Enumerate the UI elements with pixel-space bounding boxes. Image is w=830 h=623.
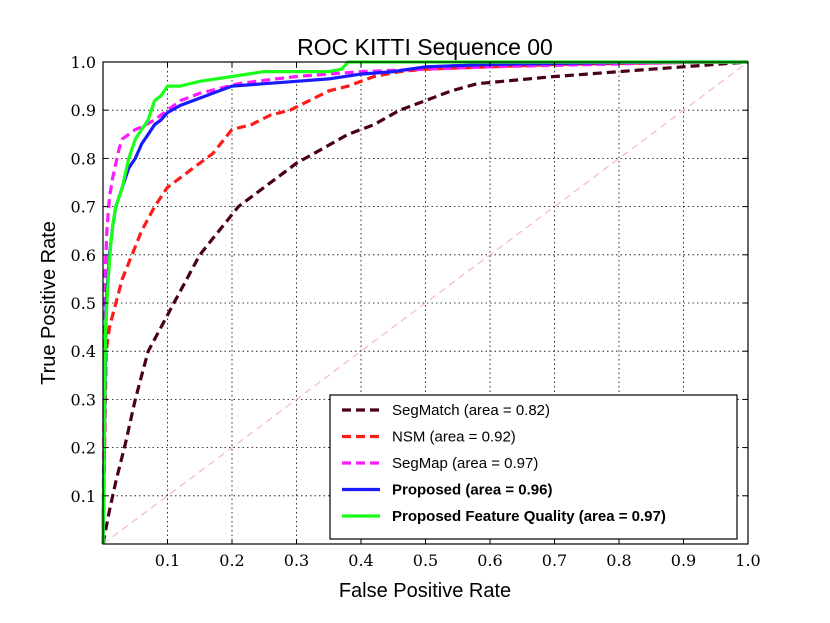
x-tick-label: 0.2 [219, 551, 244, 570]
y-tick-label: 0.8 [71, 149, 96, 168]
x-tick-label: 0.1 [155, 551, 180, 570]
y-tick-label: 0.6 [71, 246, 96, 265]
x-axis-label: False Positive Rate [339, 580, 511, 602]
legend-box [329, 394, 738, 540]
x-tick-label: 0.7 [542, 551, 567, 570]
y-tick-label: 0.4 [71, 342, 96, 361]
y-tick-label: 1.0 [71, 53, 96, 72]
x-tick-label: 0.9 [671, 551, 696, 570]
x-tick-label: 0.3 [284, 551, 309, 570]
y-axis-label: True Positive Rate [38, 221, 60, 385]
axis-ticks: 0.1 0.1 0.2 0.2 0.3 0.3 0.4 0.4 0.5 0.5 0.6 0.6 0.7 0… [71, 53, 761, 570]
y-tick-label: 0.5 [71, 294, 96, 313]
series-line-1 [101, 60, 749, 545]
reference-diagonal-line [102, 61, 749, 545]
legend-label: SegMap (area = 0.97) [392, 455, 538, 472]
legend-label: Proposed (area = 0.96) [392, 482, 553, 499]
series-line-0 [101, 60, 749, 545]
series-lines [101, 60, 749, 545]
y-tick-label: 0.1 [71, 487, 96, 506]
y-tick-label: 0.7 [71, 198, 96, 217]
y-tick-label: 0.3 [71, 390, 96, 409]
x-tick-label: 0.4 [348, 551, 373, 570]
y-tick-label: 0.2 [71, 439, 96, 458]
y-tick-label: 0.9 [71, 101, 96, 120]
legend: SegMatch (area = 0.82) NSM (area = 0.92) S… [329, 394, 738, 540]
legend-label: SegMatch (area = 0.82) [392, 402, 550, 419]
legend-label: NSM (area = 0.92) [392, 429, 516, 446]
x-tick-label: 0.6 [477, 551, 502, 570]
x-tick-label: 0.8 [606, 551, 631, 570]
series-line-2 [101, 60, 749, 545]
x-tick-label: 1.0 [735, 551, 760, 570]
chart-title: ROC KITTI Sequence 00 [297, 34, 553, 60]
legend-label: Proposed Feature Quality (area = 0.97) [392, 508, 666, 525]
x-tick-label: 0.5 [413, 551, 438, 570]
